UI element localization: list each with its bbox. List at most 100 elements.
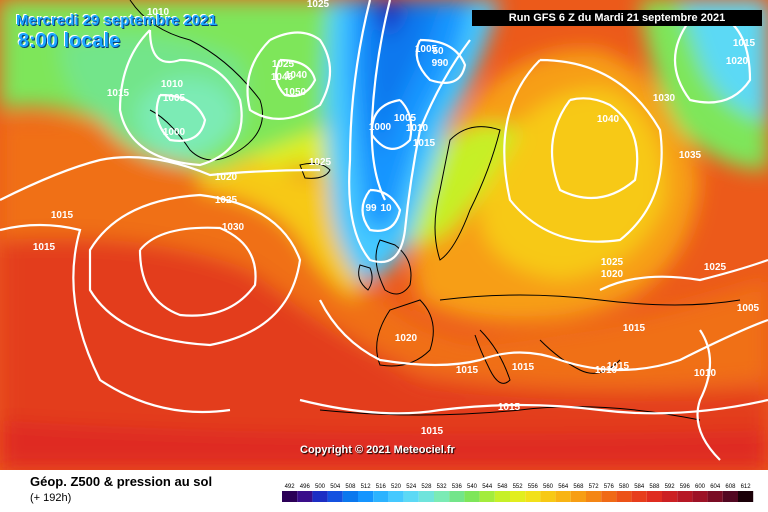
legend-swatch [494, 491, 510, 502]
legend-value: 572 [589, 484, 600, 490]
geopotential-field: 1010102510059905010151020102510451050104… [0, 0, 768, 470]
isobar-label: 1025 [215, 195, 238, 206]
coastlines [129, 0, 741, 421]
map-title: Géop. Z500 & pression au sol [30, 474, 213, 489]
forecast-date: Mercredi 29 septembre 2021 [16, 12, 217, 29]
isobar-label: 50 [432, 46, 444, 57]
legend-swatch [434, 491, 450, 502]
isobar-ne [673, 13, 752, 104]
forecast-lead-time: (+ 192h) [30, 492, 72, 504]
legend-value: 536 [452, 484, 463, 490]
isobar-low-norway [370, 98, 413, 150]
legend-value: 552 [513, 484, 524, 490]
isobar-label: 1020 [601, 269, 624, 280]
isobar-1025-east [599, 258, 768, 291]
isobar-label: 10 [380, 203, 392, 214]
isobar-label: 1005 [737, 303, 760, 314]
legend-swatch [449, 491, 465, 502]
copyright-text: Copyright © 2021 Meteociel.fr [300, 444, 455, 456]
legend-swatch [403, 491, 419, 502]
legend-value: 596 [680, 484, 691, 490]
legend-swatch [479, 491, 495, 502]
isobar-high-greenland-inner [274, 58, 317, 98]
isobar-label: 1015 [512, 362, 535, 373]
legend-swatch [327, 491, 343, 502]
isobar-high-greenland [246, 31, 331, 120]
isobar-label: 1010 [161, 79, 184, 90]
legend-swatch [616, 491, 632, 502]
isobar-label: 1040 [285, 70, 308, 81]
isobar-label: 1005 [163, 93, 186, 104]
scandinavia-coast [434, 126, 501, 261]
isobar-label: 1015 [733, 38, 756, 49]
legend-value: 516 [376, 484, 387, 490]
isobar-label: 1000 [163, 127, 186, 138]
legend-value: 576 [604, 484, 615, 490]
isobar-label: 1025 [704, 262, 727, 273]
legend-swatch [510, 491, 526, 502]
legend-swatch [312, 491, 328, 502]
legend-value: 500 [315, 484, 326, 490]
isobar-label: 1050 [284, 87, 307, 98]
iberia-france-coast [376, 299, 434, 367]
isobar-1020-west [0, 156, 321, 201]
isobar-high-russia-1035 [503, 58, 663, 243]
british-isles-coast [375, 239, 412, 295]
isobar-label: 1015 [33, 242, 56, 253]
italy-coast [474, 329, 511, 384]
legend-value: 556 [528, 484, 539, 490]
isobar-trough-outer [348, 0, 471, 263]
color-shading [0, 0, 768, 470]
isobar-label: 1030 [222, 222, 245, 233]
isobar-label: 1045 [271, 72, 294, 83]
ireland-coast [358, 264, 373, 291]
isobar-label: 1005 [415, 44, 438, 55]
legend-value: 608 [725, 484, 736, 490]
legend-value: 588 [649, 484, 660, 490]
legend-swatch [418, 491, 434, 502]
isobar-label: 1015 [456, 365, 479, 376]
isobar-label: 99 [365, 203, 377, 214]
legend-value: 508 [345, 484, 356, 490]
isobar-label: 1035 [679, 150, 702, 161]
isobar-label: 990 [432, 58, 449, 69]
legend-value: 612 [741, 484, 752, 490]
isobar-low-west [118, 29, 243, 167]
isobar-label: 1000 [369, 122, 392, 133]
legend-value: 504 [330, 484, 341, 490]
isobar-label: 1010 [406, 123, 429, 134]
isobar-low-north [415, 38, 467, 84]
legend-value: 544 [482, 484, 493, 490]
isobar-label: 1015 [51, 210, 74, 221]
isobar-low-north-sea [361, 188, 402, 232]
forecast-time: 8:00 locale [18, 30, 121, 52]
legend-value: 560 [543, 484, 554, 490]
isobar-label: 1015 [107, 88, 130, 99]
north-africa-coast [319, 406, 701, 421]
legend-swatch [570, 491, 586, 502]
legend-swatch [662, 491, 678, 502]
isobar-label: 1025 [309, 157, 332, 168]
isobar-1015-west [0, 223, 231, 414]
isobar-label: 1030 [653, 93, 676, 104]
legend-value: 524 [406, 484, 417, 490]
isobar-label: 1025 [601, 257, 624, 268]
legend-value: 568 [573, 484, 584, 490]
legend-swatch [631, 491, 647, 502]
legend-value: 496 [300, 484, 311, 490]
isobar-label: 1025 [272, 59, 295, 70]
isobar-label: 1005 [394, 113, 417, 124]
legend-value: 492 [285, 484, 296, 490]
legend-swatch [373, 491, 389, 502]
isobar-label: 1015 [607, 361, 630, 372]
isobar-label: 1040 [597, 114, 620, 125]
iceland-coast [299, 162, 331, 179]
isobar-label: 1010 [595, 365, 618, 376]
color-legend: 492 496 500 504 508 512 516 520 524 528 532 536 540 5… [282, 484, 754, 502]
legend-value: 528 [421, 484, 432, 490]
legend-value: 564 [558, 484, 569, 490]
legend-value: 512 [361, 484, 372, 490]
legend-swatch [297, 491, 313, 502]
legend-value: 520 [391, 484, 402, 490]
footer: Géop. Z500 & pression au sol (+ 192h) 49… [0, 470, 768, 512]
